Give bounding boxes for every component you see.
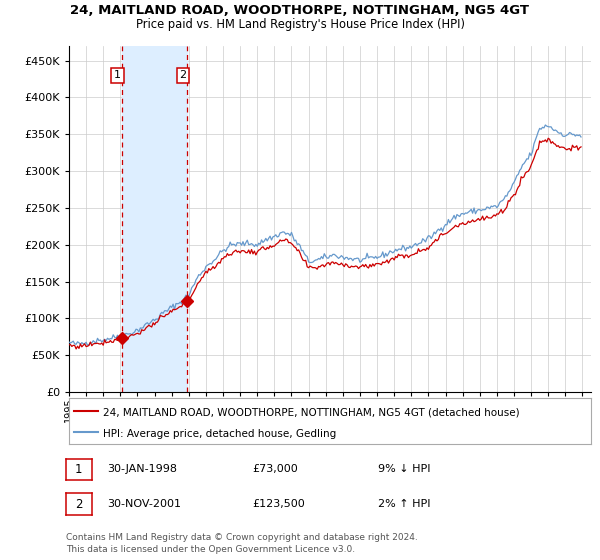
Text: Contains HM Land Registry data © Crown copyright and database right 2024.: Contains HM Land Registry data © Crown c…: [66, 533, 418, 542]
Text: 9% ↓ HPI: 9% ↓ HPI: [378, 464, 431, 474]
Text: 2: 2: [179, 71, 187, 81]
Text: 30-NOV-2001: 30-NOV-2001: [107, 499, 181, 509]
Text: 24, MAITLAND ROAD, WOODTHORPE, NOTTINGHAM, NG5 4GT: 24, MAITLAND ROAD, WOODTHORPE, NOTTINGHA…: [71, 4, 530, 17]
Text: £123,500: £123,500: [252, 499, 305, 509]
Text: 2% ↑ HPI: 2% ↑ HPI: [378, 499, 431, 509]
Text: This data is licensed under the Open Government Licence v3.0.: This data is licensed under the Open Gov…: [66, 545, 355, 554]
Text: 30-JAN-1998: 30-JAN-1998: [107, 464, 177, 474]
Text: 1: 1: [114, 71, 121, 81]
Text: 24, MAITLAND ROAD, WOODTHORPE, NOTTINGHAM, NG5 4GT (detached house): 24, MAITLAND ROAD, WOODTHORPE, NOTTINGHA…: [103, 408, 520, 417]
Text: 1: 1: [75, 463, 83, 476]
Text: 2: 2: [75, 497, 83, 511]
Text: Price paid vs. HM Land Registry's House Price Index (HPI): Price paid vs. HM Land Registry's House …: [136, 18, 464, 31]
Text: HPI: Average price, detached house, Gedling: HPI: Average price, detached house, Gedl…: [103, 430, 336, 439]
Text: £73,000: £73,000: [252, 464, 298, 474]
Bar: [122, 46, 187, 392]
